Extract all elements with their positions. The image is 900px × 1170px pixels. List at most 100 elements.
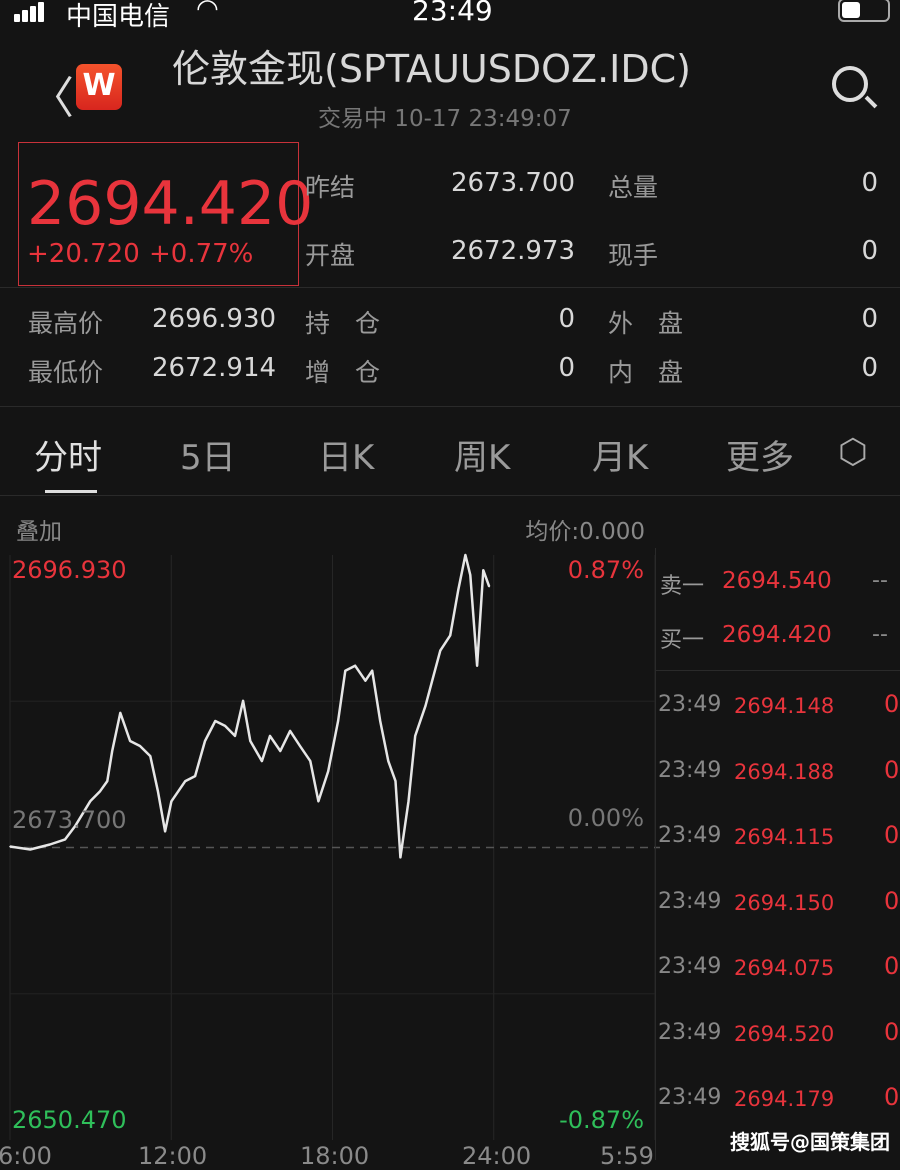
- divider: [0, 287, 900, 288]
- price-point: [64, 838, 66, 841]
- stat-value: 0: [861, 236, 878, 266]
- tick-volume: 0: [884, 821, 900, 849]
- price-point: [184, 780, 187, 782]
- price-change: +20.720: [27, 239, 140, 269]
- tick-time: 23:49: [658, 1085, 722, 1110]
- x-tick: 6:00: [0, 1142, 52, 1170]
- settings-icon[interactable]: ⬡: [838, 432, 868, 472]
- carrier: 中国电信: [66, 2, 171, 32]
- price-point: [464, 554, 467, 556]
- pct-label-top: 0.87%: [567, 556, 644, 584]
- price-point: [476, 664, 478, 667]
- overlay-button[interactable]: 叠加: [16, 519, 62, 545]
- price-point: [399, 856, 402, 859]
- active-tab-indicator: [45, 490, 97, 493]
- bid-volume: --: [872, 622, 888, 647]
- price-point: [309, 760, 312, 762]
- price-point: [394, 780, 397, 782]
- price-point: [74, 825, 76, 828]
- price-point: [106, 780, 109, 782]
- tick-volume: 0: [884, 952, 900, 980]
- battery-icon: [838, 0, 890, 22]
- stat-value: 0: [861, 168, 878, 198]
- tick-time: 23:49: [658, 823, 722, 848]
- price-point: [424, 705, 427, 707]
- tick-row: 23:49 2694.188 0: [658, 755, 900, 792]
- tab-monthly-k[interactable]: 月K: [592, 438, 649, 478]
- price-point: [119, 712, 122, 714]
- tick-row: 23:49 2694.148 0: [658, 690, 900, 726]
- signal-icon: [14, 2, 46, 22]
- ask-price: 2694.540: [722, 568, 832, 594]
- price-point: [449, 634, 451, 637]
- price-point: [279, 750, 282, 752]
- wifi-icon: ◠: [196, 0, 219, 24]
- tick-volume: 0: [884, 1017, 900, 1046]
- back-icon[interactable]: 〈: [30, 73, 74, 124]
- tab-weekly-k[interactable]: 周K: [454, 438, 511, 478]
- price-point: [129, 740, 131, 742]
- price-point: [439, 649, 442, 652]
- tick-volume: 0: [884, 1083, 900, 1111]
- tick-volume: 0: [884, 755, 900, 784]
- quote-box: 2694.420 +20.720 +0.77%: [18, 142, 313, 286]
- price-point: [457, 589, 460, 592]
- intraday-chart[interactable]: [0, 548, 660, 1160]
- price-point: [407, 800, 410, 803]
- tick-volume: 0: [884, 690, 900, 718]
- price-point: [261, 760, 263, 762]
- search-icon[interactable]: [832, 66, 878, 109]
- price-point: [379, 720, 382, 722]
- price-point: [414, 735, 416, 737]
- trading-status: 交易中 10-17 23:49:07: [318, 106, 572, 132]
- divider: [0, 495, 900, 496]
- stat-value: 2673.700: [450, 168, 575, 198]
- y-label-top: 2696.930: [12, 556, 127, 584]
- tick-row: 23:49 2694.150 0: [658, 887, 900, 923]
- tick-time: 23:49: [658, 954, 722, 979]
- price-point: [164, 830, 166, 833]
- x-tick: 18:00: [300, 1142, 370, 1170]
- stat-value: 2672.973: [450, 236, 575, 266]
- last-price: 2694.420: [27, 169, 314, 239]
- tick-time: 23:49: [658, 692, 722, 717]
- stat-label: 持 仓: [305, 309, 381, 338]
- tick-price: 2694.148: [734, 694, 835, 718]
- price-point: [249, 740, 252, 742]
- price-point: [170, 800, 173, 803]
- clock: 23:49: [412, 0, 493, 27]
- stat-value: 0: [558, 353, 575, 383]
- stat-value: 0: [861, 353, 878, 383]
- pct-label-bottom: -0.87%: [559, 1106, 644, 1134]
- price-point: [49, 843, 51, 846]
- price-point: [157, 790, 159, 793]
- tick-price: 2694.075: [734, 956, 835, 980]
- tab-5day[interactable]: 5日: [180, 438, 236, 478]
- tab-daily-k[interactable]: 日K: [318, 438, 375, 478]
- tick-price: 2694.520: [734, 1021, 835, 1046]
- price-point: [354, 664, 356, 667]
- watermark: 搜狐号@国策集团: [730, 1130, 890, 1154]
- stat-label: 内 盘: [608, 358, 684, 387]
- tab-intraday[interactable]: 分时: [34, 438, 102, 478]
- divider: [0, 406, 900, 407]
- bid-label: 买一: [660, 628, 705, 653]
- stat-value: 2672.914: [152, 353, 277, 383]
- tick-time: 23:49: [658, 757, 722, 783]
- stat-value: 0: [861, 304, 878, 334]
- stat-label: 最高价: [28, 309, 104, 338]
- price-point: [224, 725, 226, 727]
- x-tick: 5:59: [600, 1142, 654, 1170]
- avg-price: 均价:0.000: [525, 519, 645, 545]
- stat-value: 2696.930: [152, 304, 277, 334]
- stat-label: 昨结: [305, 173, 356, 202]
- price-point: [149, 755, 152, 757]
- tick-price: 2694.115: [734, 825, 835, 849]
- tick-row: 23:49 2694.520 0: [658, 1017, 900, 1054]
- stat-value: 0: [558, 304, 575, 334]
- ask-volume: --: [872, 568, 888, 593]
- tick-time: 23:49: [658, 888, 722, 914]
- tab-more[interactable]: 更多: [726, 438, 794, 478]
- price-point: [317, 800, 320, 803]
- app-logo[interactable]: W: [76, 64, 122, 110]
